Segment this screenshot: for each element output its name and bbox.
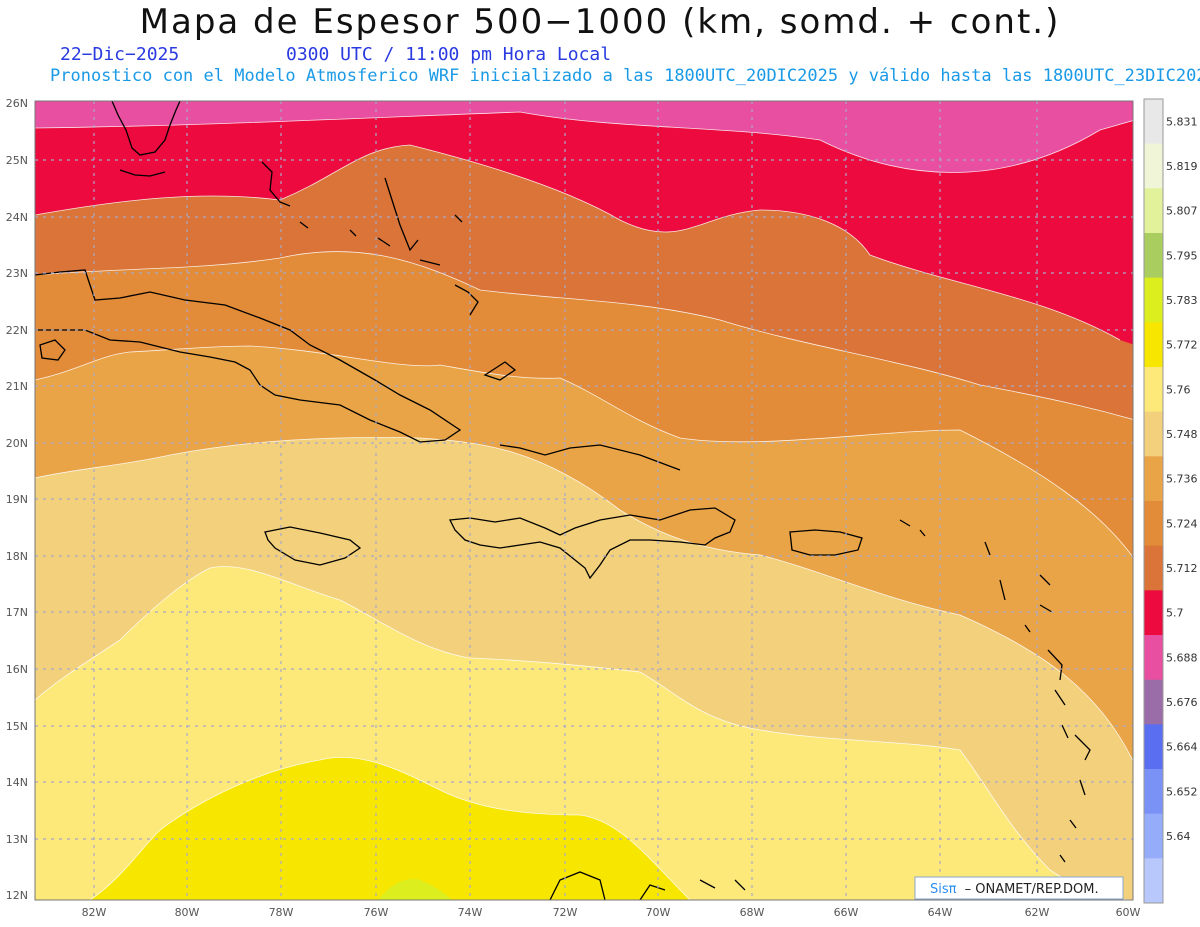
colorbar-label: 5.819: [1166, 160, 1198, 173]
lat-tick-label: 20N: [6, 437, 28, 450]
lat-tick-label: 26N: [6, 97, 28, 110]
south-america-coast: [549, 871, 746, 900]
lat-tick-label: 14N: [6, 776, 28, 789]
colorbar-swatch: [1144, 545, 1163, 591]
map-title: Mapa de Espesor 500−1000 (km, somd. + co…: [139, 2, 1061, 42]
colorbar-label: 5.7: [1166, 607, 1184, 620]
colorbar-swatch: [1144, 813, 1163, 859]
colorbar-label: 5.831: [1166, 115, 1198, 128]
lat-tick-label: 22N: [6, 324, 28, 337]
lat-tick-label: 17N: [6, 606, 28, 619]
lon-tick-label: 70W: [646, 906, 671, 919]
lat-tick-label: 12N: [6, 889, 28, 902]
lat-tick-label: 16N: [6, 663, 28, 676]
forecast-date: 22−Dic−2025: [60, 44, 180, 65]
florida-keys: [119, 169, 166, 177]
credit-box: Sisπ – ONAMET/REP.DOM.: [914, 876, 1124, 900]
florida-coast: [111, 101, 181, 156]
lon-tick-label: 82W: [82, 906, 107, 919]
colorbar-label: 5.688: [1166, 651, 1198, 664]
lon-tick-label: 66W: [834, 906, 859, 919]
colorbar-swatch: [1144, 456, 1163, 502]
svg-text:Sisπ – ONAMET/REP.DOM.: Sisπ – ONAMET/REP.DOM.: [930, 882, 1099, 897]
colorbar-swatch: [1144, 858, 1163, 904]
band-yellow: [90, 757, 690, 900]
colorbar-swatch: [1144, 322, 1163, 368]
colorbar-label: 5.76: [1166, 383, 1191, 396]
colorbar-label: 5.676: [1166, 696, 1198, 709]
colorbar: 5.831 5.819 5.807 5.795 5.783 5.772 5.76 5.748 5…: [1143, 98, 1198, 904]
colorbar-label: 5.772: [1166, 339, 1198, 352]
puerto-rico: [789, 529, 863, 556]
lon-tick-label: 64W: [928, 906, 953, 919]
band-yellow-green: [378, 879, 452, 900]
jamaica: [264, 526, 362, 566]
lon-tick-label: 74W: [458, 906, 483, 919]
colorbar-swatch: [1144, 724, 1163, 770]
lat-tick-label: 23N: [6, 267, 28, 280]
map-frame: [34, 100, 1134, 901]
latitude-axis: 26N 25N 24N 23N 22N 21N 20N 19N 18N 17N …: [6, 97, 28, 902]
colorbar-label: 5.652: [1166, 785, 1198, 798]
lon-tick-label: 60W: [1116, 906, 1141, 919]
credit-rest: – ONAMET/REP.DOM.: [965, 882, 1099, 897]
turks-caicos: [483, 361, 517, 381]
colorbar-swatch: [1144, 367, 1163, 413]
colorbar-label: 5.736: [1166, 473, 1198, 486]
lon-tick-label: 76W: [364, 906, 389, 919]
lon-tick-label: 72W: [553, 906, 578, 919]
cuba-coast: [35, 269, 462, 443]
lat-tick-label: 13N: [6, 833, 28, 846]
colorbar-label: 5.748: [1166, 428, 1198, 441]
lon-tick-label: 62W: [1025, 906, 1050, 919]
lat-tick-label: 21N: [6, 380, 28, 393]
longitude-axis: 82W 80W 78W 76W 74W 72W 70W 68W 66W 64W …: [82, 906, 1141, 919]
forecast-subtitle: Pronostico con el Modelo Atmosferico WRF…: [50, 66, 1200, 86]
colorbar-swatch: [1144, 277, 1163, 323]
map-plot-area: [35, 101, 1133, 900]
colorbar-swatch: [1144, 143, 1163, 189]
bahamas-islands: [299, 177, 479, 316]
coastlines: [35, 101, 1091, 900]
colorbar-swatch: [1144, 769, 1163, 815]
colorbar-label: 5.724: [1166, 517, 1198, 530]
hispaniola: [448, 444, 736, 580]
colorbar-swatch: [1144, 679, 1163, 725]
colorbar-swatch: [1144, 590, 1163, 636]
grid-lines: [35, 101, 1133, 900]
lat-tick-label: 24N: [6, 211, 28, 224]
colorbar-swatch: [1144, 188, 1163, 234]
colorbar-swatch: [1144, 411, 1163, 457]
colorbar-label: 5.712: [1166, 562, 1198, 575]
lat-tick-label: 18N: [6, 550, 28, 563]
lon-tick-label: 68W: [740, 906, 765, 919]
lesser-antilles: [899, 519, 1091, 863]
colorbar-label: 5.783: [1166, 294, 1198, 307]
lat-tick-label: 19N: [6, 493, 28, 506]
colorbar-label: 5.795: [1166, 249, 1198, 262]
colorbar-frame: [1143, 98, 1164, 904]
lon-tick-label: 80W: [175, 906, 200, 919]
colorbar-swatch: [1144, 501, 1163, 547]
colorbar-label: 5.664: [1166, 741, 1198, 754]
lat-tick-label: 25N: [6, 154, 28, 167]
colorbar-swatch: [1144, 233, 1163, 279]
isle-of-youth: [39, 339, 66, 361]
credit-sis: Sisπ: [930, 882, 957, 897]
lat-tick-label: 15N: [6, 720, 28, 733]
lon-tick-label: 78W: [269, 906, 294, 919]
colorbar-swatch: [1144, 99, 1163, 145]
forecast-time: 0300 UTC / 11:00 pm Hora Local: [286, 44, 612, 65]
colorbar-label: 5.807: [1166, 205, 1198, 218]
andros-island: [261, 161, 291, 207]
colorbar-label: 5.64: [1166, 830, 1191, 843]
colorbar-swatch: [1144, 635, 1163, 681]
